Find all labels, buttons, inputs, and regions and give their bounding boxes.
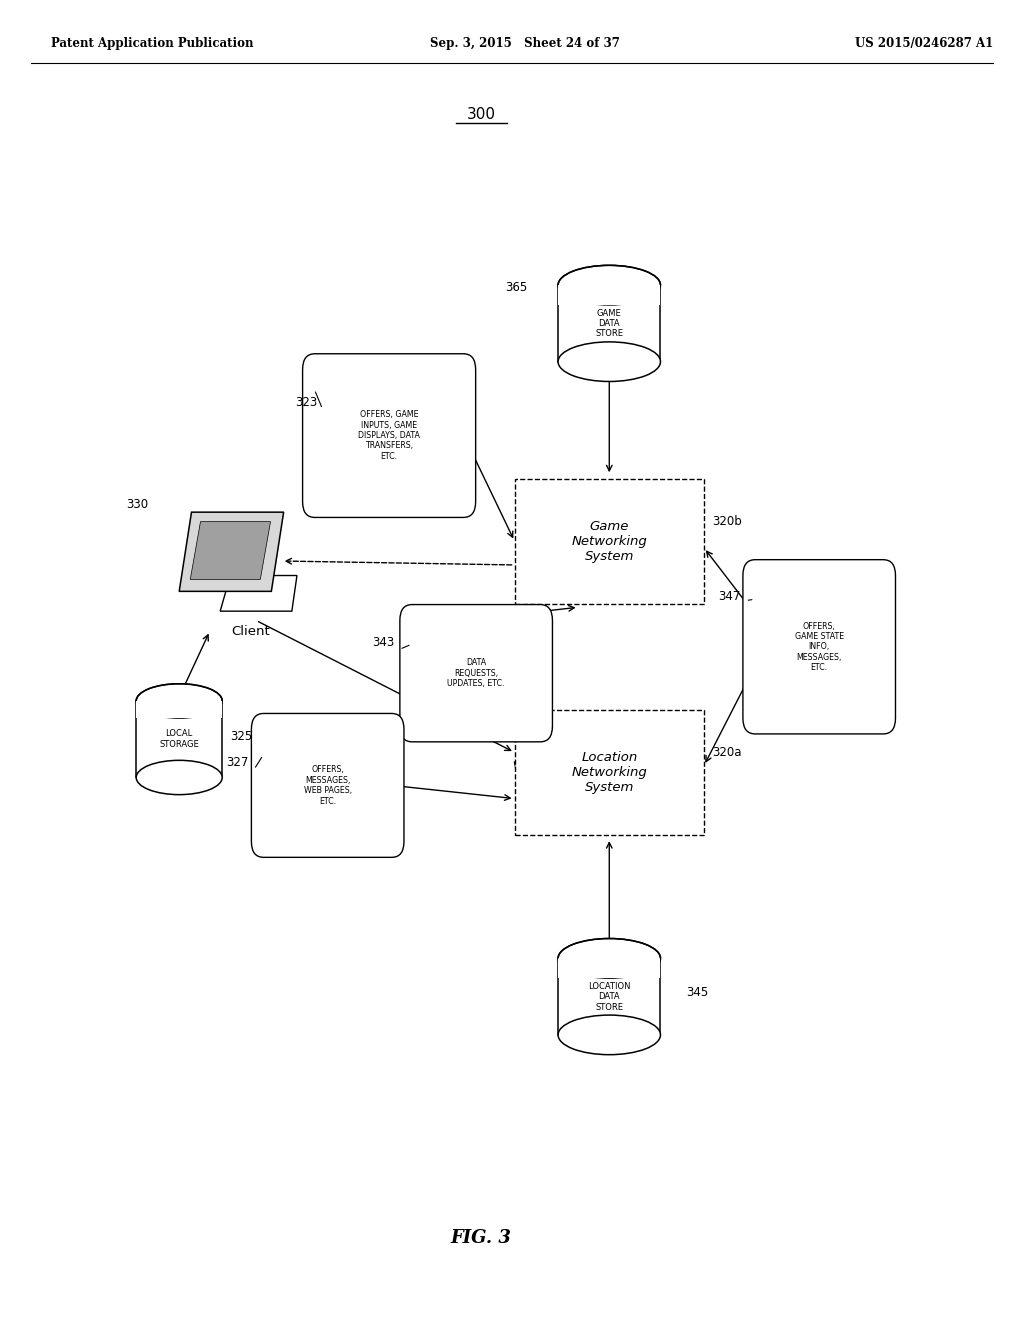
Bar xyxy=(136,701,222,718)
Text: Location
Networking
System: Location Networking System xyxy=(571,751,647,793)
Text: 327: 327 xyxy=(226,756,249,770)
FancyBboxPatch shape xyxy=(252,713,403,858)
Text: 300: 300 xyxy=(467,107,496,123)
Text: OFFERS,
GAME STATE
INFO,
MESSAGES,
ETC.: OFFERS, GAME STATE INFO, MESSAGES, ETC. xyxy=(795,622,844,672)
Ellipse shape xyxy=(558,265,660,305)
Text: DATA
REQUESTS,
UPDATES, ETC.: DATA REQUESTS, UPDATES, ETC. xyxy=(447,659,505,688)
Text: Sep. 3, 2015   Sheet 24 of 37: Sep. 3, 2015 Sheet 24 of 37 xyxy=(430,37,620,50)
Text: 320a: 320a xyxy=(712,746,741,759)
Bar xyxy=(558,958,660,978)
Bar xyxy=(558,958,660,1035)
Text: 345: 345 xyxy=(686,986,709,999)
Text: 343: 343 xyxy=(372,636,394,649)
FancyBboxPatch shape xyxy=(399,605,553,742)
FancyBboxPatch shape xyxy=(743,560,895,734)
Text: FIG. 3: FIG. 3 xyxy=(451,1229,512,1247)
Text: LOCATION
DATA
STORE: LOCATION DATA STORE xyxy=(588,982,631,1011)
Text: OFFERS, GAME
INPUTS, GAME
DISPLAYS, DATA
TRANSFERS,
ETC.: OFFERS, GAME INPUTS, GAME DISPLAYS, DATA… xyxy=(358,411,420,461)
Ellipse shape xyxy=(136,684,222,718)
Text: 347: 347 xyxy=(718,590,740,603)
Text: LOCAL
STORAGE: LOCAL STORAGE xyxy=(160,730,199,748)
Ellipse shape xyxy=(558,1015,660,1055)
Ellipse shape xyxy=(558,342,660,381)
FancyBboxPatch shape xyxy=(303,354,475,517)
Polygon shape xyxy=(220,576,297,611)
Polygon shape xyxy=(190,521,270,579)
Bar xyxy=(136,701,222,777)
Text: 330: 330 xyxy=(126,498,148,511)
Text: Client: Client xyxy=(231,624,270,638)
Text: 320b: 320b xyxy=(712,515,741,528)
Text: 325: 325 xyxy=(230,730,253,743)
Text: OFFERS,
MESSAGES,
WEB PAGES,
ETC.: OFFERS, MESSAGES, WEB PAGES, ETC. xyxy=(304,766,351,805)
Bar xyxy=(558,285,660,305)
Text: Patent Application Publication: Patent Application Publication xyxy=(51,37,254,50)
Ellipse shape xyxy=(558,939,660,978)
Bar xyxy=(558,285,660,362)
Bar xyxy=(514,479,705,605)
Text: 323: 323 xyxy=(295,396,317,409)
Bar xyxy=(514,710,705,836)
Ellipse shape xyxy=(136,760,222,795)
Text: 365: 365 xyxy=(505,281,527,294)
Text: Game
Networking
System: Game Networking System xyxy=(571,520,647,562)
Text: US 2015/0246287 A1: US 2015/0246287 A1 xyxy=(855,37,993,50)
Polygon shape xyxy=(179,512,284,591)
Text: GAME
DATA
STORE: GAME DATA STORE xyxy=(595,309,624,338)
